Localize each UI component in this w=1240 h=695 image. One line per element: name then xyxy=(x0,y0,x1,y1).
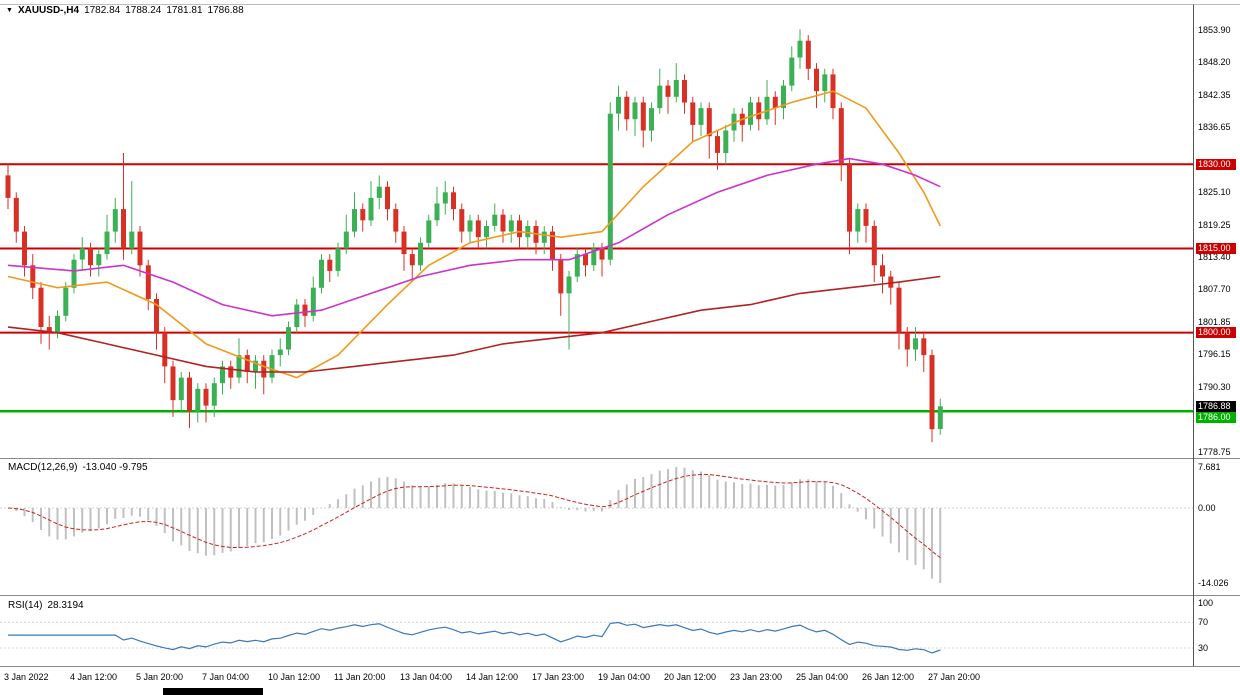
bottom-black-bar xyxy=(163,688,263,695)
time-axis-label: 5 Jan 20:00 xyxy=(136,672,184,682)
ma-fast-orange-line xyxy=(7,90,942,379)
axis-tick-label: 1842.35 xyxy=(1198,89,1231,100)
price-tag-1786.00: 1786.00 xyxy=(1196,411,1236,423)
quote-low: 1781.81 xyxy=(166,5,203,16)
axis-tick-label: -14.026 xyxy=(1198,578,1229,588)
time-axis-label: 23 Jan 23:00 xyxy=(730,672,783,682)
rsi-line xyxy=(8,621,941,654)
axis-tick-label: 1801.85 xyxy=(1198,317,1231,328)
time-axis-label: 11 Jan 20:00 xyxy=(334,672,386,682)
time-axis-label: 26 Jan 12:00 xyxy=(862,672,915,682)
macd-values: -13.040 -9.795 xyxy=(82,462,148,473)
axis-tick-label: 30 xyxy=(1198,643,1209,653)
macd-indicator-label: MACD(12,26,9) -13.040 -9.795 xyxy=(8,462,148,473)
quote-close: 1786.88 xyxy=(207,5,244,16)
ma-mid-magenta-line xyxy=(7,157,941,317)
chart-title-bar: ▼ XAUUSD-,H4 1782.84 1788.24 1781.81 178… xyxy=(6,5,244,16)
axis-tick-label: 1825.10 xyxy=(1198,186,1231,197)
axis-tick-label: 100 xyxy=(1198,598,1214,608)
price-tag-1815.00: 1815.00 xyxy=(1196,242,1236,254)
time-axis-label: 17 Jan 23:00 xyxy=(532,672,585,682)
time-axis-label: 10 Jan 12:00 xyxy=(268,672,321,682)
time-axis-label: 25 Jan 04:00 xyxy=(796,672,849,682)
price-tag-1830.00: 1830.00 xyxy=(1196,158,1236,170)
axis-tick-label: 1848.20 xyxy=(1198,57,1231,67)
axis-tick-label: 70 xyxy=(1198,617,1209,628)
axis-tick-label: 0.00 xyxy=(1198,503,1216,514)
axis-tick-label: 1796.15 xyxy=(1198,349,1231,360)
macd-title: MACD(12,26,9) xyxy=(8,462,78,473)
rsi-title: RSI(14) xyxy=(8,600,43,611)
time-axis-label: 27 Jan 20:00 xyxy=(928,672,981,682)
axis-tick-label: 1807.70 xyxy=(1198,284,1231,295)
time-axis-label: 19 Jan 04:00 xyxy=(598,672,651,682)
axis-tick-label: 1853.90 xyxy=(1198,25,1231,35)
rsi-indicator-label: RSI(14) 28.3194 xyxy=(8,600,84,611)
macd-signal-line xyxy=(7,473,941,558)
rsi-value: 28.3194 xyxy=(47,600,84,611)
time-axis-label: 14 Jan 12:00 xyxy=(466,672,519,682)
dropdown-arrow-icon[interactable]: ▼ xyxy=(6,6,13,14)
time-axis-label: 20 Jan 12:00 xyxy=(664,672,717,682)
axis-tick-label: 1836.65 xyxy=(1198,121,1231,132)
axis-tick-label: 1813.40 xyxy=(1198,252,1231,263)
horizontal-lines xyxy=(0,163,1193,413)
axis-tick-label: 1790.30 xyxy=(1198,382,1231,393)
quote-high: 1788.24 xyxy=(125,5,162,16)
time-axis-label: 3 Jan 2022 xyxy=(4,672,49,682)
current-price-label: 1786.88 xyxy=(1196,400,1236,412)
quote-open: 1782.84 xyxy=(84,5,121,16)
time-axis-label: 4 Jan 12:00 xyxy=(70,672,118,682)
price-tag-1800.00: 1800.00 xyxy=(1196,327,1236,339)
ma-slow-darkred-line xyxy=(7,275,941,373)
price-scale[interactable]: 1853.90 1848.20 1842.35 1836.65 1825.10 1819.… xyxy=(1196,0,1240,666)
time-scale[interactable]: 3 Jan 2022 4 Jan 12:00 5 Jan 20:00 7 Jan 04… xyxy=(0,667,1193,691)
axis-tick-label: 1778.75 xyxy=(1198,447,1231,457)
candles xyxy=(5,29,943,443)
time-axis-label: 13 Jan 04:00 xyxy=(400,672,453,682)
macd-histogram xyxy=(0,467,1193,583)
time-axis-label: 7 Jan 04:00 xyxy=(202,672,250,682)
axis-tick-label: 1819.25 xyxy=(1198,219,1231,230)
symbol-timeframe-label: XAUUSD-,H4 xyxy=(17,5,80,16)
axis-tick-label: 7.681 xyxy=(1198,462,1221,472)
